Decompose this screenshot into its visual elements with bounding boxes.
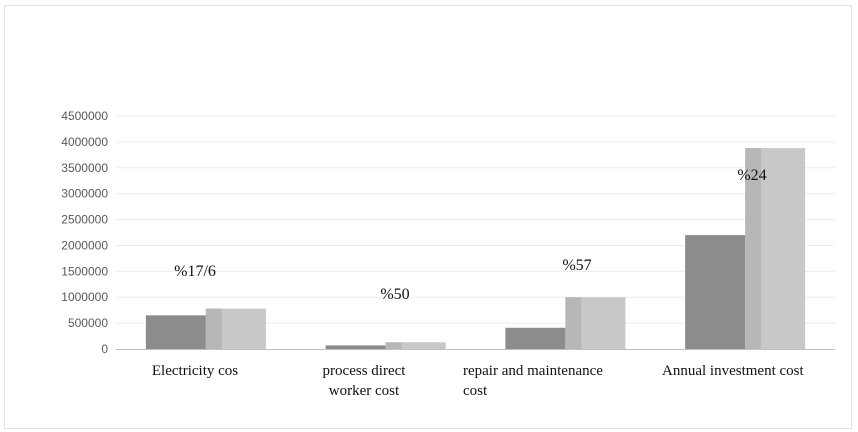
y-tick-label: 2000000 [61, 238, 108, 252]
chart-frame [4, 5, 852, 429]
bar-shade [745, 148, 762, 349]
category-label: Annual investment cost [662, 363, 804, 379]
bar-shade [565, 297, 582, 349]
bar [145, 315, 206, 349]
percent-annotation: %17/6 [174, 263, 216, 280]
bar [685, 235, 746, 349]
bar [385, 342, 446, 349]
bar-shade [385, 342, 402, 349]
percent-annotation: %24 [737, 167, 766, 184]
category-label: worker cost [329, 383, 400, 399]
bar [325, 345, 386, 349]
annotations: %17/6 %50 %57 %24 [174, 167, 767, 303]
category-label: repair and maintenance [463, 363, 603, 379]
y-tick-label: 2500000 [61, 213, 108, 227]
bar [505, 327, 566, 349]
y-tick-label: 3500000 [61, 161, 108, 175]
category-label: cost [463, 383, 488, 399]
y-axis: 0 500000 1000000 1500000 2000000 2500000 30000… [61, 109, 108, 356]
bars [145, 148, 806, 349]
y-tick-label: 1000000 [61, 290, 108, 304]
y-tick-label: 1500000 [61, 264, 108, 278]
y-tick-label: 3000000 [61, 187, 108, 201]
y-tick-label: 4500000 [61, 109, 108, 123]
y-tick-label: 500000 [68, 316, 108, 330]
percent-annotation: %50 [380, 286, 409, 303]
percent-annotation: %57 [562, 257, 591, 274]
category-label: process direct [323, 363, 407, 379]
bar-shade [205, 308, 222, 349]
category-label: Electricity cos [152, 363, 238, 379]
x-axis: Electricity cos process direct worker cost… [116, 349, 835, 399]
y-tick-label: 0 [101, 342, 108, 356]
y-tick-label: 4000000 [61, 135, 108, 149]
